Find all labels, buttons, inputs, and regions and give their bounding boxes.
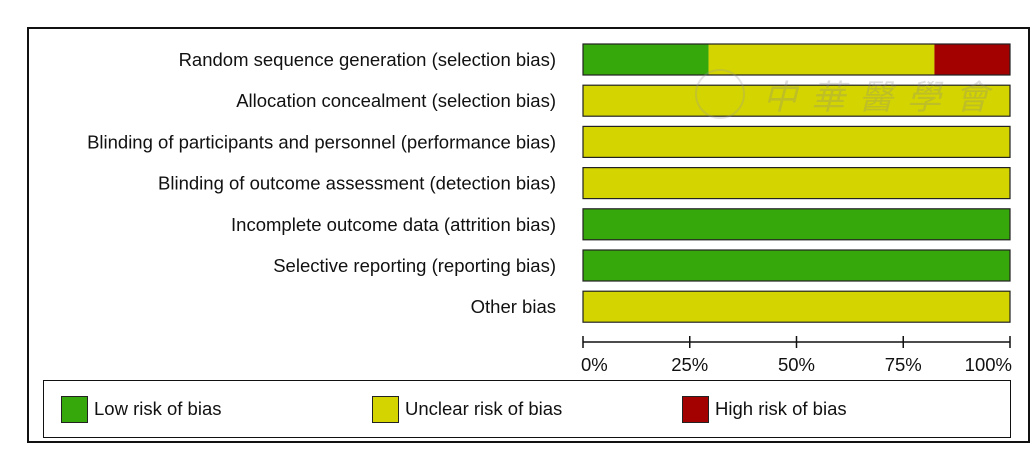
x-tick-label: 100% <box>965 354 1012 375</box>
bar-outline <box>582 84 1011 117</box>
bar-segment-low <box>583 44 709 75</box>
legend-item-unclear: Unclear risk of bias <box>372 394 562 424</box>
legend-item-low: Low risk of bias <box>61 394 222 424</box>
bar-segment-unclear <box>583 85 1010 117</box>
x-tick-label: 50% <box>778 354 815 375</box>
category-label: Random sequence generation (selection bi… <box>179 49 556 70</box>
bar-segment-low <box>583 208 1010 240</box>
bar-outline <box>582 290 1011 323</box>
category-label: Blinding of outcome assessment (detectio… <box>158 173 556 194</box>
bar-outline <box>582 43 1011 76</box>
legend-swatch-low <box>61 395 88 423</box>
bar-segment-low <box>583 250 1010 281</box>
bar-segment-unclear <box>708 44 935 75</box>
x-tick-label: 0% <box>581 354 608 375</box>
bar-outline <box>582 249 1011 282</box>
legend-swatch-high <box>682 395 709 423</box>
bar-outline <box>582 208 1011 241</box>
category-label: Blinding of participants and personnel (… <box>87 131 556 152</box>
legend-label-high: High risk of bias <box>715 398 847 419</box>
category-label: Other bias <box>471 296 556 317</box>
legend-label-unclear: Unclear risk of bias <box>405 398 563 419</box>
bar-segment-unclear <box>583 126 1010 158</box>
chart-legend: Low risk of bias Unclear risk of bias Hi… <box>43 380 1011 438</box>
legend-label-low: Low risk of bias <box>94 398 222 419</box>
bar-outline <box>582 125 1011 159</box>
legend-swatch-unclear <box>372 395 399 423</box>
category-label: Selective reporting (reporting bias) <box>273 255 556 276</box>
bar-segment-unclear <box>583 291 1010 323</box>
legend-item-high: High risk of bias <box>682 394 847 424</box>
bar-segment-unclear <box>583 167 1010 199</box>
bar-outline <box>582 167 1011 200</box>
x-tick-label: 25% <box>671 354 708 375</box>
category-label: Allocation concealment (selection bias) <box>236 90 556 111</box>
x-tick-label: 75% <box>885 354 922 375</box>
bar-segment-high <box>934 44 1010 75</box>
category-label: Incomplete outcome data (attrition bias) <box>231 214 556 235</box>
